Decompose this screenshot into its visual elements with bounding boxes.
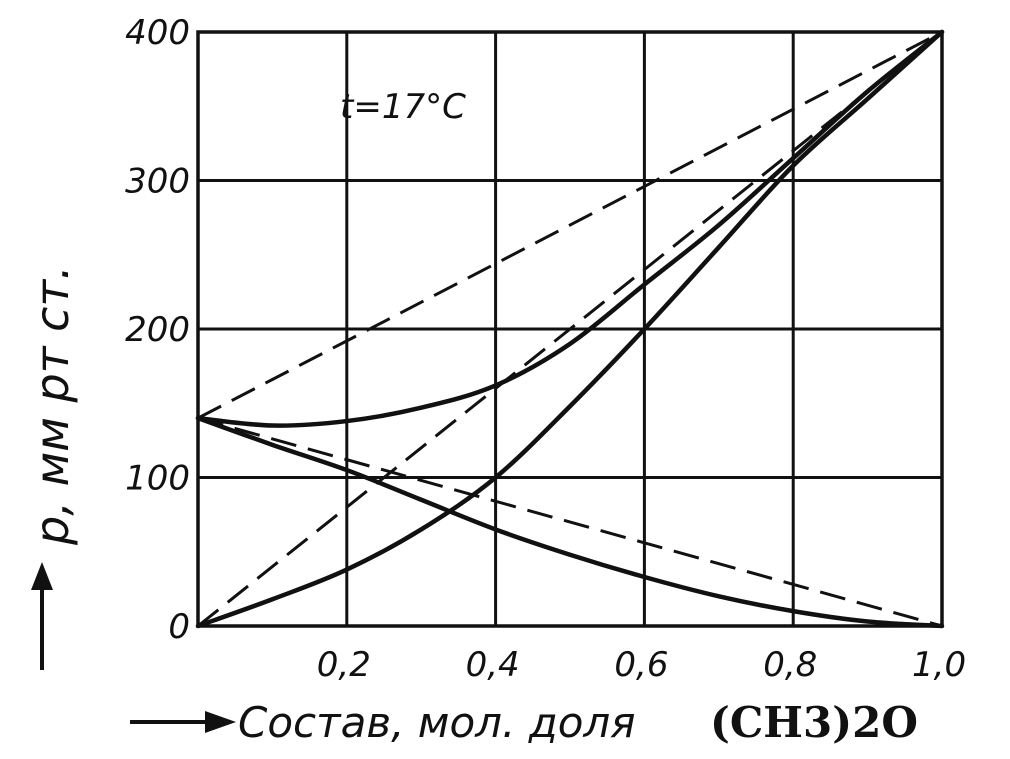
series-line-4 (195, 29, 945, 428)
y-tick-label: 200 (125, 310, 190, 350)
x-tick-label: 0,4 (466, 645, 520, 685)
series-line-2 (197, 30, 943, 628)
y-tick-label: 400 (125, 13, 190, 53)
series-layer (195, 29, 945, 629)
plot-frame (196, 30, 944, 628)
series-line-6 (195, 415, 945, 629)
y-axis-label-group: p, мм рт ст. (25, 265, 79, 670)
formula-end: )2O (832, 698, 918, 747)
temperature-annotation: t=17°C (340, 87, 466, 127)
formula-subscript: 3 (803, 698, 832, 747)
series-line-5 (195, 29, 945, 629)
y-tick-label: 300 (125, 162, 190, 202)
x-axis-label: Состав, мол. доля (238, 698, 636, 747)
x-tick-label: 0,2 (317, 645, 371, 685)
x-tick-label: 0,8 (763, 645, 817, 685)
x-axis-formula: (CH3)2O (710, 698, 918, 747)
y-axis-arrow-head (31, 562, 53, 590)
tick-labels: 0,2 0,4 0,6 0,8 1,0 0 100 200 300 400 (125, 13, 966, 685)
series-line-3 (197, 416, 943, 628)
y-tick-label: 0 (168, 607, 190, 647)
series-line-1 (197, 30, 943, 420)
x-tick-label: 1,0 (912, 645, 966, 685)
formula-main: (CH (710, 698, 803, 747)
y-axis-label: p, мм рт ст. (25, 265, 79, 546)
y-tick-label: 100 (125, 459, 190, 499)
x-axis-label-group: Состав, мол. доля (CH3)2O (130, 698, 918, 747)
x-axis-arrow-head (205, 711, 236, 733)
x-tick-label: 0,6 (614, 645, 668, 685)
